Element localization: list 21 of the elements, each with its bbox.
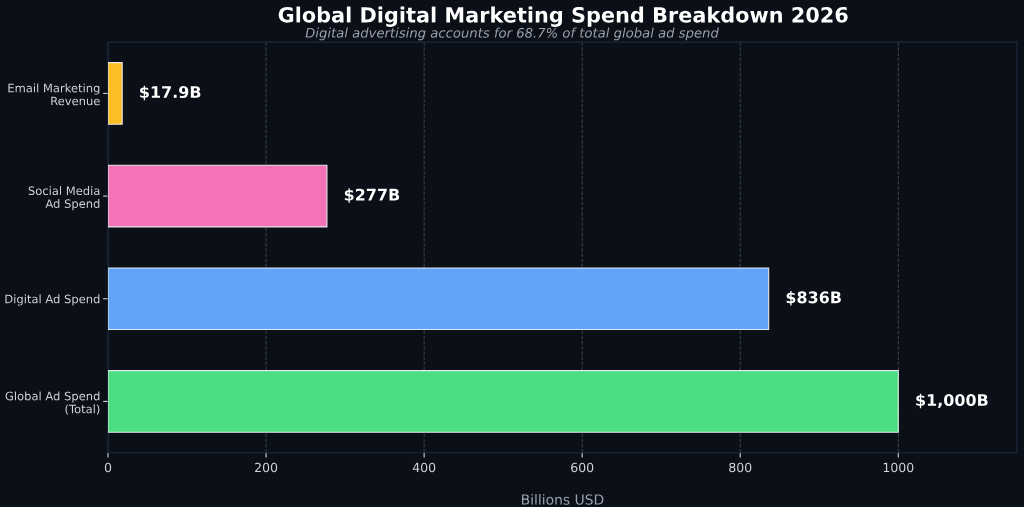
y-tick-label: Social Media Ad Spend — [28, 186, 100, 211]
x-axis-title: Billions USD — [522, 494, 604, 505]
bar — [108, 370, 899, 433]
chart-subtitle: Digital advertising accounts for 68.7% of total global ad spend — [305, 27, 719, 41]
x-tick-label: 1000 — [883, 462, 914, 473]
x-tick-label: 600 — [571, 462, 594, 473]
data-label: $836B — [786, 291, 841, 306]
x-tick-label: 400 — [412, 462, 436, 473]
y-tick-label: Global Ad Spend (Total) — [5, 391, 100, 415]
x-tick-label: 200 — [255, 462, 278, 473]
bar — [108, 267, 770, 331]
bar — [108, 62, 123, 125]
chart-title: Global Digital Marketing Spend Breakdown 2026 — [278, 6, 848, 27]
data-label: $1,000B — [916, 393, 988, 409]
y-tick-label: Digital Ad Spend — [5, 294, 100, 306]
data-label: $17.9B — [140, 85, 201, 101]
bar — [108, 164, 328, 228]
x-tick-label: 800 — [729, 462, 752, 473]
y-tick-label: Email Marketing Revenue — [8, 83, 100, 106]
x-tick-label: 0 — [104, 462, 112, 473]
data-label: $277B — [344, 188, 400, 203]
